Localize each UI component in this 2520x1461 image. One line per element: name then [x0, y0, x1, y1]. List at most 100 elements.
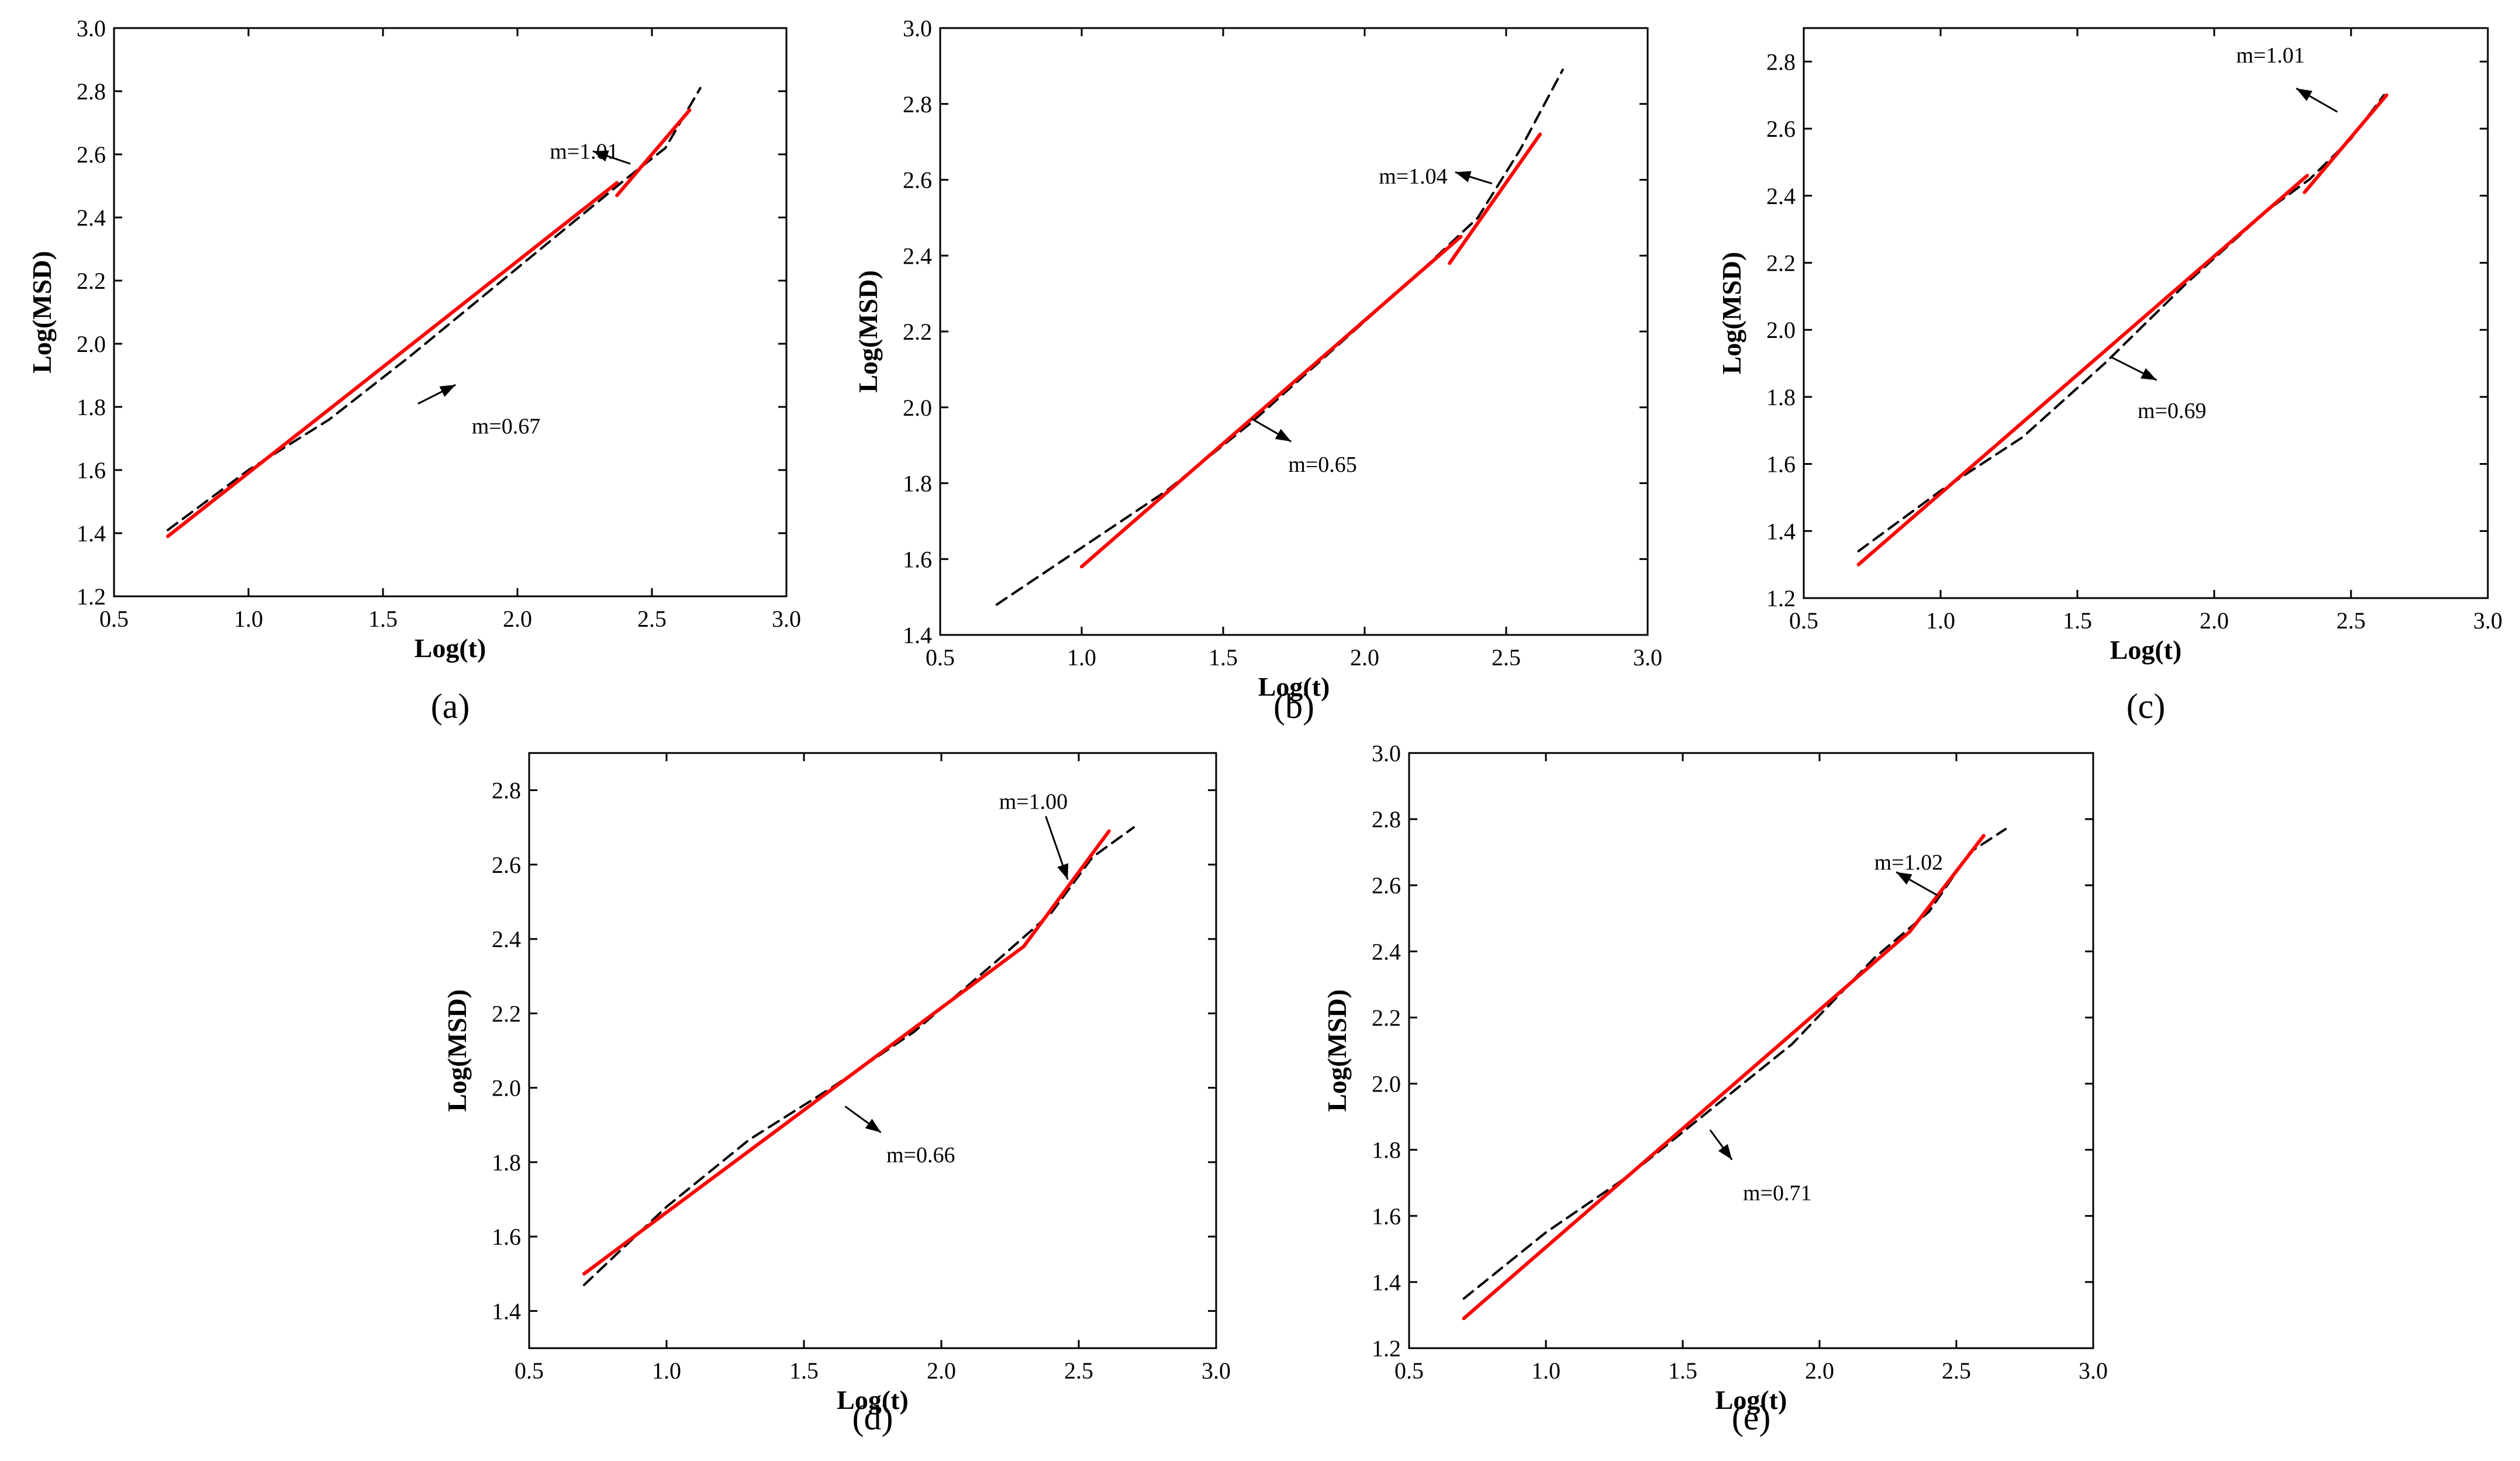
panel-c: 0.5 1.0 1.5 2.0 2.5 3.0 1.2 1.4 1.6 1.8 2.0 2.2 2.4 2…: [1717, 27, 2502, 726]
y-tick-label: 2.0: [1372, 1071, 1401, 1097]
fit-line: [615, 108, 692, 198]
x-tick-label: 2.5: [1492, 644, 1521, 671]
y-tick-label: 1.8: [492, 1149, 521, 1176]
y-tick-label: 1.8: [1766, 384, 1796, 410]
plot-frame: [1408, 752, 2094, 1349]
y-axis-title: Log(MSD): [1717, 252, 1746, 375]
fit-line: [582, 944, 1026, 1276]
x-tick-label: 1.0: [1531, 1358, 1561, 1384]
plot-frame: [939, 27, 1649, 636]
y-tick-label: 1.8: [77, 394, 106, 420]
panel-label: (e): [1732, 1398, 1771, 1437]
y-tick-label: 2.8: [1372, 806, 1401, 833]
y-tick-label: 1.4: [1372, 1269, 1401, 1296]
fit-line: [2302, 93, 2388, 195]
annotation-arrow-head: [2296, 88, 2312, 101]
y-tick-label: 2.8: [492, 778, 521, 804]
y-tick-label: 2.0: [903, 395, 932, 421]
x-axis-title: Log(t): [1258, 672, 1330, 702]
annotation-arrow-head: [1455, 171, 1472, 182]
x-axis-title: Log(t): [415, 633, 486, 663]
annotation-arrow-head: [2141, 368, 2157, 381]
y-tick-label: 2.8: [903, 91, 932, 118]
x-tick-label: 2.0: [503, 606, 532, 632]
y-tick-label: 2.0: [1766, 317, 1796, 343]
x-tick-label: 0.5: [1394, 1358, 1424, 1384]
fit-line: [1462, 930, 1912, 1321]
slope-annotation: m=0.65: [1288, 453, 1357, 477]
fit-line: [1856, 174, 2310, 567]
y-tick-label: 2.2: [77, 268, 106, 294]
fit-line: [166, 181, 619, 538]
x-tick-label: 0.5: [99, 606, 129, 632]
panel-d: 0.5 1.0 1.5 2.0 2.5 3.0 1.4 1.6 1.8 2.0 2.2 2.4 2.6 2…: [442, 752, 1231, 1437]
y-axis-title: Log(MSD): [1322, 989, 1352, 1112]
y-tick-label: 1.6: [492, 1224, 521, 1250]
panel-label: (c): [2127, 687, 2166, 726]
fit-line: [1022, 829, 1111, 948]
x-axis-title: Log(t): [837, 1385, 909, 1415]
y-axis-title: Log(MSD): [442, 989, 472, 1112]
y-tick-label: 1.8: [1372, 1137, 1401, 1163]
slope-annotation: m=0.67: [472, 414, 541, 438]
data-series-line: [995, 68, 1564, 606]
y-tick-label: 1.6: [1766, 451, 1796, 478]
y-tick-label: 1.4: [1766, 518, 1796, 544]
annotation-arrow-head: [439, 385, 456, 397]
plot-frame: [528, 752, 1217, 1349]
panel-a: 0.5 1.0 1.5 2.0 2.5 3.0 1.2 1.4 1.6 1.8 2.0 2.2 2.4 2…: [27, 15, 801, 726]
fit-line: [1908, 834, 1986, 934]
y-tick-label: 1.2: [77, 583, 106, 610]
x-tick-label: 2.0: [1350, 644, 1379, 671]
x-tick-label: 0.5: [1789, 607, 1818, 634]
slope-annotation: m=1.02: [1875, 851, 1943, 875]
x-tick-label: 1.5: [789, 1358, 819, 1384]
y-tick-label: 1.2: [1766, 585, 1796, 612]
x-tick-label: 2.5: [2336, 607, 2366, 634]
slope-annotation: m=0.66: [886, 1143, 955, 1168]
fit-line: [1080, 234, 1463, 569]
x-tick-label: 0.5: [515, 1358, 544, 1384]
y-tick-label: 1.6: [77, 457, 106, 483]
x-tick-label: 0.5: [926, 644, 955, 671]
y-tick-label: 2.0: [77, 331, 106, 357]
x-tick-label: 1.5: [2063, 607, 2092, 634]
y-tick-label: 2.0: [492, 1075, 521, 1101]
y-tick-label: 2.2: [1372, 1004, 1401, 1031]
y-tick-label: 2.6: [77, 141, 106, 168]
panel-e: 0.5 1.0 1.5 2.0 2.5 3.0 1.2 1.4 1.6 1.8 2.0 2.2 2.4 2…: [1322, 740, 2108, 1437]
y-axis-title: Log(MSD): [27, 251, 57, 374]
y-tick-label: 2.4: [1372, 938, 1401, 965]
data-series-line: [167, 87, 702, 531]
annotation-arrow-head: [1275, 429, 1292, 442]
panel-b: 0.5 1.0 1.5 2.0 2.5 3.0 1.4 1.6 1.8 2.0 2.2 2.4 2.6 2…: [853, 15, 1662, 726]
y-tick-label: 1.6: [1372, 1203, 1401, 1229]
y-tick-label: 3.0: [1372, 740, 1401, 766]
y-tick-label: 2.4: [492, 926, 521, 952]
x-tick-label: 3.0: [2079, 1358, 2108, 1384]
y-tick-label: 2.4: [77, 205, 106, 231]
annotation-arrow-head: [1057, 863, 1069, 880]
x-tick-label: 1.5: [1668, 1358, 1697, 1384]
x-tick-label: 3.0: [772, 606, 801, 632]
y-tick-label: 2.2: [1766, 250, 1796, 276]
x-tick-label: 1.5: [1209, 644, 1238, 671]
panel-label: (b): [1273, 687, 1314, 726]
y-tick-label: 2.6: [492, 852, 521, 878]
y-tick-label: 2.4: [1766, 183, 1796, 209]
y-tick-label: 1.4: [492, 1298, 521, 1324]
plot-frame: [1803, 27, 2489, 599]
y-tick-label: 1.6: [903, 546, 932, 572]
annotation-arrow-head: [1718, 1144, 1732, 1160]
y-tick-label: 2.2: [903, 319, 932, 345]
y-tick-label: 2.2: [492, 1000, 521, 1027]
slope-annotation: m=0.69: [2138, 399, 2207, 423]
x-tick-label: 1.0: [652, 1358, 681, 1384]
x-tick-label: 3.0: [2473, 607, 2502, 634]
y-tick-label: 1.8: [903, 471, 932, 497]
x-tick-label: 2.0: [927, 1358, 956, 1384]
x-axis-title: Log(t): [1715, 1385, 1787, 1415]
data-series-line: [583, 826, 1135, 1286]
x-tick-label: 3.0: [1633, 644, 1662, 671]
